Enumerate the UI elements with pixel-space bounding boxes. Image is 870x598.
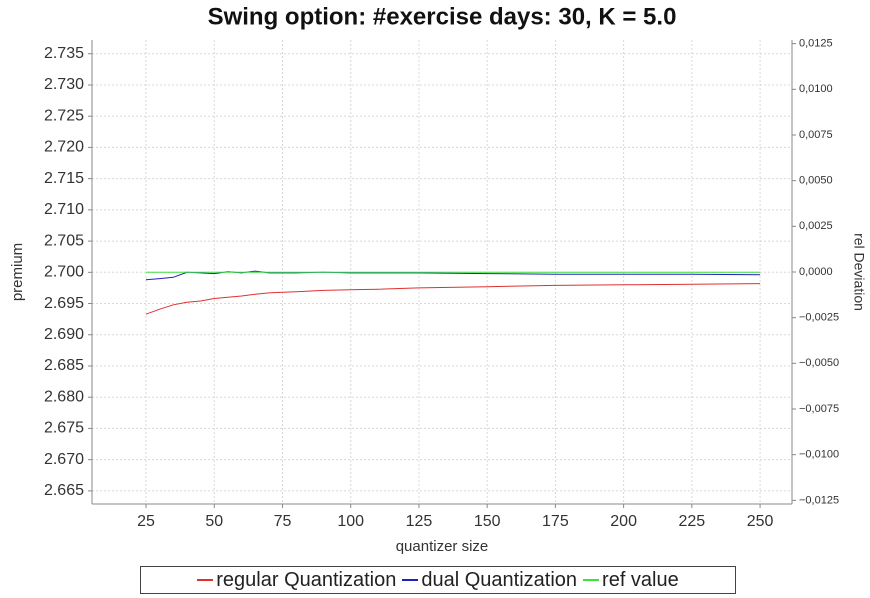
y-tick-label: 2.675 [44, 420, 84, 437]
y2-tick-label: 0,0000 [799, 266, 833, 278]
y2-tick-label: −0,0050 [799, 357, 839, 369]
series-line [145, 283, 761, 315]
legend-label: dual Quantization [421, 568, 578, 591]
x-tick-label: 200 [610, 513, 637, 530]
chart: Swing option: #exercise days: 30, K = 5.… [9, 3, 867, 555]
legend-label: regular Quantization [216, 568, 397, 591]
x-tick-label: 250 [747, 513, 774, 530]
legend-item: regular Quantization [197, 569, 396, 592]
y2-tick-label: −0,0125 [799, 494, 839, 506]
y2-tick-label: −0,0075 [799, 403, 839, 415]
y-tick-label: 2.720 [44, 139, 84, 156]
x-axis-label: quantizer size [396, 538, 489, 555]
legend-swatch [197, 579, 214, 581]
y2-tick-label: 0,0125 [799, 38, 833, 50]
x-tick-label: 150 [474, 513, 501, 530]
legend-swatch [402, 579, 419, 581]
y2-tick-label: 0,0100 [799, 83, 833, 95]
y-tick-label: 2.725 [44, 107, 84, 124]
y2-tick-label: 0,0050 [799, 175, 833, 187]
y2-tick-label: 0,0025 [799, 220, 833, 232]
legend: regular Quantization dual Quantization ref… [140, 566, 736, 594]
y-tick-label: 2.685 [44, 357, 84, 374]
x-tick-label: 175 [542, 513, 569, 530]
x-tick-label: 50 [205, 513, 223, 530]
x-tick-label: 125 [406, 513, 433, 530]
y-tick-label: 2.730 [44, 76, 84, 93]
y2-tick-label: −0,0100 [799, 449, 839, 461]
x-tick-label: 75 [274, 513, 292, 530]
y-tick-label: 2.705 [44, 232, 84, 249]
x-tick-label: 225 [678, 513, 705, 530]
y2-tick-label: 0,0075 [799, 129, 833, 141]
y2-tick-label: −0,0025 [799, 312, 839, 324]
chart-title: Swing option: #exercise days: 30, K = 5.… [208, 3, 677, 30]
y-tick-label: 2.735 [44, 45, 84, 62]
y-tick-label: 2.695 [44, 295, 84, 312]
y-tick-label: 2.715 [44, 170, 84, 187]
legend-swatch [583, 579, 600, 581]
legend-item: ref value [583, 569, 679, 592]
y-tick-label: 2.700 [44, 264, 84, 281]
x-tick-label: 100 [337, 513, 364, 530]
y-axis-label: premium [9, 243, 26, 301]
legend-item: dual Quantization [402, 569, 577, 592]
x-tick-label: 25 [137, 513, 155, 530]
y-tick-label: 2.665 [44, 482, 84, 499]
y2-axis-label: rel Deviation [851, 233, 867, 311]
y-tick-label: 2.710 [44, 201, 84, 218]
y-tick-label: 2.670 [44, 451, 84, 468]
y-tick-label: 2.680 [44, 388, 84, 405]
legend-label: ref value [602, 568, 679, 591]
y-tick-label: 2.690 [44, 326, 84, 343]
